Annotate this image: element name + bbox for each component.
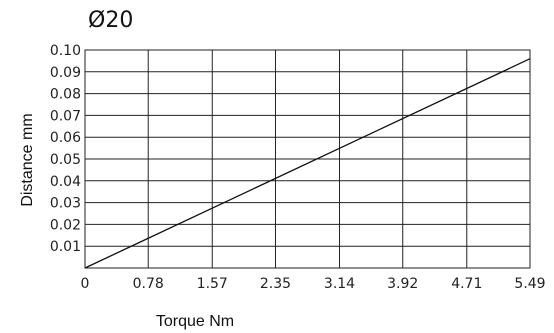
x-tick-label: 2.35 <box>260 276 291 292</box>
y-tick-label: 0.02 <box>50 217 81 233</box>
y-axis-title: Distance mm <box>19 113 36 206</box>
y-tick-label: 0.01 <box>50 239 81 255</box>
x-tick-labels: 0 0.78 1.57 2.35 3.14 3.92 4.71 5.49 <box>81 276 546 292</box>
series-group <box>84 58 531 269</box>
y-tick-labels: 0.01 0.02 0.03 0.04 0.05 0.06 0.07 0.08 0.09 0.10 <box>50 43 81 255</box>
x-tick-label: 3.92 <box>387 276 418 292</box>
x-tick-label: 0.78 <box>133 276 164 292</box>
series-line-0 <box>84 58 531 269</box>
y-tick-label: 0.08 <box>50 87 81 103</box>
plot-frame <box>84 49 531 269</box>
y-tick-label: 0.03 <box>50 196 81 212</box>
x-tick-label: 4.71 <box>451 276 482 292</box>
y-tick-label: 0.05 <box>50 152 81 168</box>
y-tick-label: 0.10 <box>50 43 81 59</box>
x-tick-label: 5.49 <box>514 276 545 292</box>
x-tick-label: 1.57 <box>197 276 228 292</box>
x-axis-title: Torque Nm <box>156 313 234 330</box>
chart-title: Ø20 <box>88 8 133 33</box>
grid <box>84 49 531 268</box>
y-tick-label: 0.04 <box>50 174 81 190</box>
x-tick-label: 3.14 <box>324 276 355 292</box>
y-tick-label: 0.09 <box>50 65 81 81</box>
y-tick-label: 0.06 <box>50 130 81 146</box>
x-tick-label: 0 <box>81 276 90 292</box>
y-tick-label: 0.07 <box>50 108 81 124</box>
